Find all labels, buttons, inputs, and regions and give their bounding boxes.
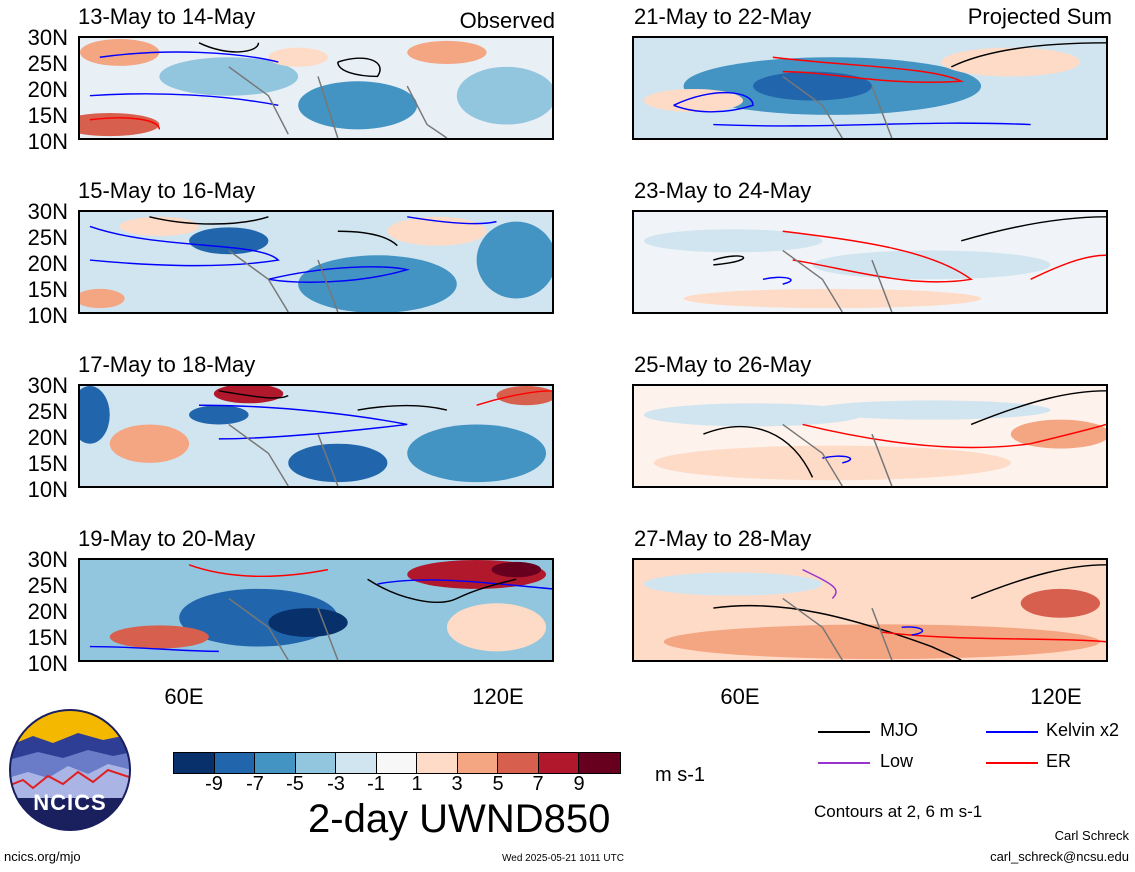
lat-label: 25N: [27, 51, 68, 76]
colorbar-swatch: [174, 753, 215, 773]
colorbar-tick: 5: [492, 773, 504, 795]
colorbar-tick: 9: [573, 773, 585, 795]
panel-title: 15-May to 16-May: [78, 178, 256, 203]
lat-label: 30N: [27, 373, 68, 398]
legend-mjo-label: MJO: [880, 720, 918, 740]
map-panel: [632, 36, 1108, 140]
colorbar-swatch: [336, 753, 377, 773]
map-panel: [632, 384, 1108, 488]
colorbar-tick: -9: [205, 773, 223, 795]
panel-title: 27-May to 28-May: [634, 526, 812, 551]
colorbar-swatch: [498, 753, 539, 773]
lat-label: 25N: [27, 573, 68, 598]
lat-label: 20N: [27, 251, 68, 276]
lat-label: 30N: [27, 547, 68, 572]
lat-label: 15N: [27, 451, 68, 476]
panel-title: 25-May to 26-May: [634, 352, 812, 377]
map-panel: [78, 36, 554, 140]
contours-note: Contours at 2, 6 m s-1: [814, 802, 983, 821]
colorbar-tick: -7: [246, 773, 264, 795]
colorbar-swatch: [579, 753, 620, 773]
lat-label: 20N: [27, 77, 68, 102]
colorbar: [173, 752, 621, 774]
lat-label: 25N: [27, 399, 68, 424]
lat-label: 10N: [27, 303, 68, 328]
panel-title: 13-May to 14-May: [78, 4, 256, 29]
figure-title: 2-day UWND850: [308, 797, 611, 841]
lat-label: 25N: [27, 225, 68, 250]
footer-email[interactable]: carl_schreck@ncsu.edu: [990, 849, 1129, 864]
map-panel: [78, 558, 554, 662]
footer-timestamp: Wed 2025-05-21 1011 UTC: [502, 853, 624, 864]
colorbar-swatch: [376, 753, 417, 773]
legend-kelvin-label: Kelvin x2: [1046, 720, 1120, 740]
ncics-logo[interactable]: NCICS: [8, 708, 132, 832]
lat-label: 10N: [27, 651, 68, 676]
colorbar-tick: -3: [327, 773, 345, 795]
footer-author: Carl Schreck: [1054, 828, 1129, 843]
colorbar-swatch: [295, 753, 336, 773]
colorbar-swatch: [457, 753, 498, 773]
panel-title: 23-May to 24-May: [634, 178, 812, 203]
colorbar-unit: m s-1: [655, 764, 705, 786]
colorbar-swatch: [417, 753, 458, 773]
legend-er-label: ER: [1046, 751, 1072, 771]
lon-label-left-120e: 120E: [472, 684, 524, 709]
lat-label: 20N: [27, 425, 68, 450]
colorbar-tick: -1: [367, 773, 385, 795]
logo-text: NCICS: [33, 790, 107, 815]
lat-label: 30N: [27, 25, 68, 50]
colorbar-tick: 1: [411, 773, 423, 795]
map-panel: [632, 210, 1108, 314]
map-panel: [632, 558, 1108, 662]
lat-label: 15N: [27, 277, 68, 302]
colorbar-swatch: [538, 753, 579, 773]
footer-url[interactable]: ncics.org/mjo: [4, 849, 81, 864]
map-panel: [78, 384, 554, 488]
colorbar-tick: 3: [451, 773, 463, 795]
lat-label: 30N: [27, 199, 68, 224]
lat-label: 15N: [27, 103, 68, 128]
map-panel: [78, 210, 554, 314]
lon-label-right-60e: 60E: [720, 684, 760, 709]
panel-tag-projected: Projected Sum: [967, 4, 1112, 29]
lat-label: 10N: [27, 129, 68, 154]
lat-label: 20N: [27, 599, 68, 624]
colorbar-swatch: [255, 753, 296, 773]
colorbar-tick: 7: [532, 773, 544, 795]
panel-title: 17-May to 18-May: [78, 352, 256, 377]
lon-label-left-60e: 60E: [164, 684, 204, 709]
colorbar-tick: -5: [286, 773, 304, 795]
panel-tag-observed: Observed: [459, 8, 555, 33]
legend-mjo-line: [818, 731, 870, 733]
lat-label: 15N: [27, 625, 68, 650]
panel-title: 21-May to 22-May: [634, 4, 812, 29]
legend-low-line: [818, 762, 870, 764]
colorbar-swatch: [214, 753, 255, 773]
lat-label: 10N: [27, 477, 68, 502]
lon-label-right-120e: 120E: [1030, 684, 1082, 709]
legend-er-line: [986, 762, 1038, 764]
legend-kelvin-line: [986, 731, 1038, 733]
panel-title: 19-May to 20-May: [78, 526, 256, 551]
legend-low-label: Low: [880, 751, 914, 771]
